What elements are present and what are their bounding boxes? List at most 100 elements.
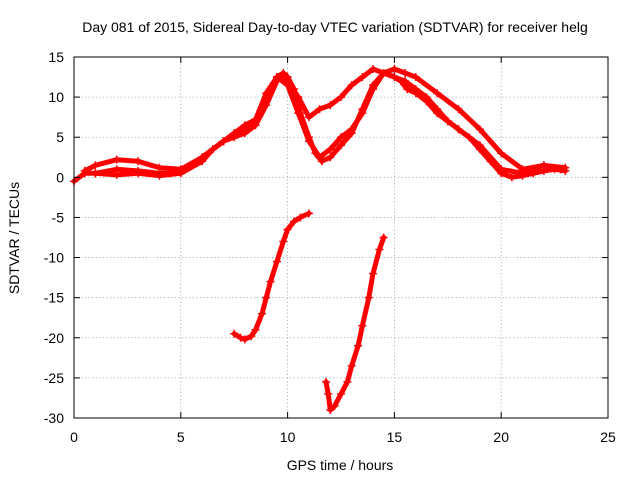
data-point	[251, 325, 260, 334]
y-axis-label: SDTVAR / TECUs	[6, 182, 22, 294]
data-point	[91, 161, 100, 170]
data-point	[262, 293, 271, 302]
data-point	[80, 166, 89, 175]
data-point	[279, 69, 288, 78]
data-point	[266, 277, 275, 286]
series-descent-left	[230, 209, 313, 344]
data-point	[369, 269, 378, 278]
data-point	[347, 361, 356, 370]
data-point	[230, 329, 239, 338]
x-tick-label: 25	[600, 429, 616, 445]
data-point	[326, 153, 335, 162]
data-point	[240, 335, 249, 344]
data-point	[507, 173, 516, 182]
data-point	[315, 105, 324, 114]
data-point	[315, 153, 324, 162]
data-point	[251, 115, 260, 124]
data-point	[112, 155, 121, 164]
series-trace-c	[91, 65, 566, 180]
data-point	[337, 141, 345, 150]
data-point	[390, 65, 399, 74]
x-tick-labels: 0 5 10 15 20 25	[70, 429, 616, 445]
series-line	[231, 210, 312, 342]
data-point	[134, 169, 143, 178]
series-line	[323, 235, 387, 413]
data-point	[539, 161, 548, 170]
y-tick-label: 10	[48, 89, 64, 105]
data-point	[422, 93, 431, 102]
y-tick-label: -5	[52, 209, 65, 225]
data-point	[475, 125, 484, 134]
data-point	[304, 113, 313, 122]
data-point	[262, 89, 271, 98]
data-point	[343, 377, 352, 386]
data-point	[326, 145, 335, 154]
plot-frame	[73, 56, 609, 419]
data-point	[411, 85, 420, 94]
data-point	[443, 117, 452, 126]
data-point	[369, 85, 378, 94]
data-point	[304, 137, 313, 146]
x-tick-label: 20	[493, 429, 509, 445]
data-point	[358, 73, 367, 82]
data-point	[337, 133, 345, 142]
data-point	[379, 69, 388, 78]
data-point	[279, 237, 288, 246]
axis-ticks	[73, 56, 609, 419]
data-point	[557, 165, 566, 174]
y-tick-label: -15	[44, 290, 64, 306]
data-point	[497, 149, 506, 158]
series-descent-right	[322, 233, 388, 414]
data-point	[296, 213, 305, 222]
y-tick-label: 0	[56, 169, 64, 185]
data-point	[403, 85, 412, 94]
grid-lines	[74, 57, 608, 418]
data-series	[70, 65, 570, 414]
x-tick-label: 0	[70, 429, 78, 445]
data-point	[283, 225, 292, 234]
data-point	[401, 69, 410, 78]
data-point	[337, 389, 345, 398]
y-tick-label: -20	[44, 330, 64, 346]
data-point	[454, 125, 463, 134]
y-tick-label: -30	[44, 410, 64, 426]
data-point	[358, 321, 367, 330]
y-tick-label: 5	[56, 129, 64, 145]
data-point	[304, 209, 313, 218]
y-tick-labels: -30 -25 -20 -15 -10 -5 0 5 10 15	[44, 49, 64, 426]
data-point	[198, 157, 207, 166]
data-point	[379, 233, 388, 242]
data-point	[155, 171, 164, 180]
data-point	[272, 73, 281, 82]
data-point	[433, 105, 442, 114]
y-tick-label: -25	[44, 370, 64, 386]
x-tick-label: 5	[177, 429, 185, 445]
series-line	[82, 66, 568, 176]
data-point	[134, 157, 143, 166]
data-point	[337, 93, 345, 102]
x-tick-label: 10	[280, 429, 296, 445]
data-point	[208, 145, 217, 154]
data-point	[390, 73, 399, 82]
chart-title: Day 081 of 2015, Sidereal Day-to-day VTE…	[82, 19, 588, 35]
series-trace-a	[70, 69, 570, 186]
data-point	[347, 81, 356, 90]
data-point	[347, 125, 356, 134]
data-point	[257, 309, 266, 318]
data-point	[219, 137, 228, 146]
data-point	[411, 73, 420, 82]
data-point	[112, 170, 121, 179]
data-point	[369, 65, 378, 74]
data-point	[240, 121, 249, 130]
data-point	[236, 333, 245, 342]
data-point	[176, 169, 185, 178]
x-axis-label: GPS time / hours	[287, 457, 394, 473]
y-tick-label: 15	[48, 49, 64, 65]
data-point	[401, 77, 410, 86]
data-point	[354, 341, 363, 350]
data-point	[324, 389, 333, 398]
data-point	[294, 109, 303, 118]
data-point	[155, 163, 164, 172]
data-point	[475, 141, 484, 150]
